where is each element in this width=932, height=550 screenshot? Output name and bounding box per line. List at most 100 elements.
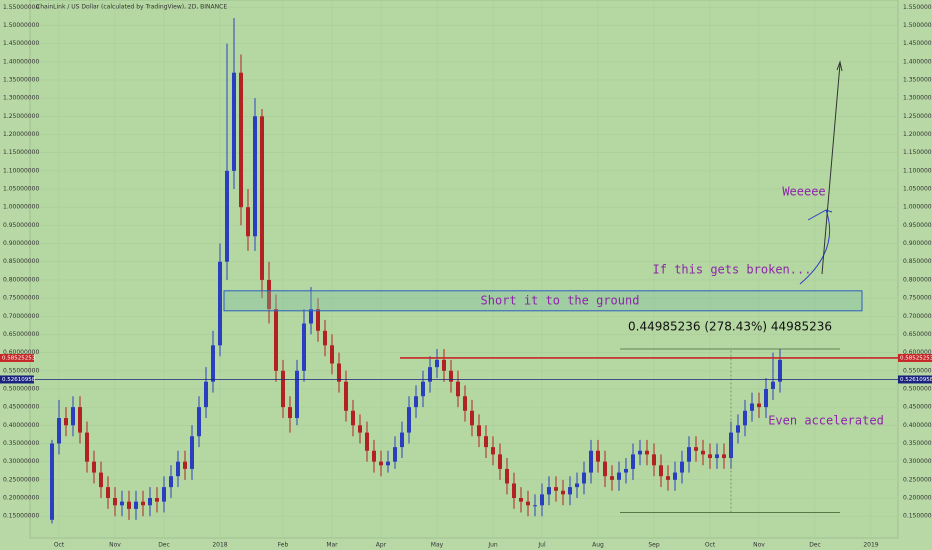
candle-body <box>309 308 313 324</box>
candle-body <box>162 487 166 502</box>
candle-body <box>554 487 558 491</box>
y-tick-label: 1.20000000 <box>903 131 932 138</box>
candle-body <box>526 501 530 506</box>
candle-body <box>708 454 712 459</box>
y-tick-label: 1.45000000 <box>903 40 932 47</box>
y-tick-label: 1.35000000 <box>3 76 39 83</box>
candle-body <box>673 472 677 480</box>
candle-body <box>463 396 467 411</box>
y-tick-label: 0.15000000 <box>903 513 932 520</box>
candle-body <box>680 461 684 473</box>
candle-body <box>666 476 670 480</box>
candle-body <box>260 116 264 280</box>
price-tag-label: 0.58525253 <box>2 355 36 361</box>
y-tick-label: 0.60000000 <box>3 349 39 356</box>
candle-body <box>71 407 75 426</box>
candle-body <box>302 323 306 371</box>
candle-body <box>183 461 187 469</box>
candle-body <box>246 207 250 237</box>
x-tick-label: Dec <box>809 542 821 549</box>
price-tag-label: 0.52610958 <box>900 377 932 383</box>
y-tick-label: 0.80000000 <box>903 276 932 283</box>
candle-body <box>624 468 628 473</box>
y-tick-label: 1.50000000 <box>3 22 39 29</box>
y-tick-label: 0.45000000 <box>903 404 932 411</box>
x-tick-label: Sep <box>648 542 660 549</box>
candle-body <box>211 345 215 382</box>
y-tick-label: 1.30000000 <box>903 95 932 102</box>
candle-body <box>589 450 593 473</box>
candle-body <box>253 116 257 237</box>
candle-body <box>512 483 516 499</box>
candle-body <box>127 501 131 509</box>
y-tick-label: 1.20000000 <box>3 131 39 138</box>
drawings: Short it to the ground 0.44985236 (278.43… <box>30 290 898 513</box>
y-tick-label: 1.05000000 <box>903 186 932 193</box>
y-tick-label: 1.00000000 <box>3 204 39 211</box>
candle-body <box>771 381 775 389</box>
candle-body <box>64 418 68 426</box>
candle-body <box>764 388 768 408</box>
price-tag-label: 0.52610958 <box>2 377 36 383</box>
candle-body <box>379 461 383 466</box>
candle-body <box>400 432 404 448</box>
candle-body <box>274 308 278 371</box>
candle-body <box>645 450 649 455</box>
candle-body <box>638 450 642 455</box>
candle-body <box>484 436 488 448</box>
x-tick-label: 2019 <box>863 542 878 549</box>
candle-body <box>120 501 124 506</box>
candle-body <box>85 432 89 462</box>
candle-body <box>743 410 747 426</box>
candle-body <box>407 407 411 433</box>
grid <box>30 0 898 538</box>
x-tick-label: Dec <box>158 542 170 549</box>
candle-body <box>547 487 551 495</box>
candle-body <box>358 425 362 433</box>
candle-body <box>659 465 663 477</box>
y-tick-label: 0.65000000 <box>903 331 932 338</box>
candle-body <box>610 476 614 480</box>
x-tick-label: Oct <box>54 542 65 549</box>
candle-body <box>386 461 390 466</box>
candle-body <box>421 381 425 397</box>
candle-body <box>113 498 117 506</box>
price-tag-label: 0.58525253 <box>900 355 932 361</box>
y-tick-label: 0.65000000 <box>3 331 39 338</box>
price-tag <box>898 375 932 384</box>
candle-body <box>197 407 201 437</box>
y-tick-label: 0.50000000 <box>903 385 932 392</box>
annotation: If this gets broken... <box>653 263 812 277</box>
y-tick-label: 1.40000000 <box>903 58 932 65</box>
y-tick-label: 1.55000000 <box>3 4 39 11</box>
candle-body <box>365 432 369 451</box>
annotation: Weeeee <box>782 185 825 199</box>
x-tick-label: May <box>431 542 444 549</box>
candle-body <box>722 454 726 459</box>
candle-body <box>449 370 453 382</box>
y-tick-label: 1.25000000 <box>3 113 39 120</box>
candle-body <box>701 450 705 455</box>
y-tick-label: 0.90000000 <box>3 240 39 247</box>
y-tick-label: 1.55000000 <box>903 4 932 11</box>
candle-body <box>631 454 635 469</box>
price-tag <box>0 375 34 384</box>
candle-body <box>218 261 222 346</box>
candle-body <box>778 359 782 382</box>
candle-body <box>225 170 229 262</box>
candle-body <box>603 461 607 477</box>
candle-body <box>575 483 579 488</box>
candle-body <box>505 468 509 484</box>
candle-body <box>176 461 180 477</box>
y-tick-label: 0.35000000 <box>903 440 932 447</box>
candle-body <box>477 425 481 437</box>
y-tick-label: 0.80000000 <box>3 276 39 283</box>
candle-body <box>736 425 740 433</box>
y-tick-label: 0.60000000 <box>903 349 932 356</box>
candle-body <box>596 450 600 462</box>
x-tick-label: Feb <box>278 542 289 549</box>
x-tick-label: 2018 <box>212 542 227 549</box>
candle-body <box>750 403 754 411</box>
y-tick-label: 0.45000000 <box>3 404 39 411</box>
